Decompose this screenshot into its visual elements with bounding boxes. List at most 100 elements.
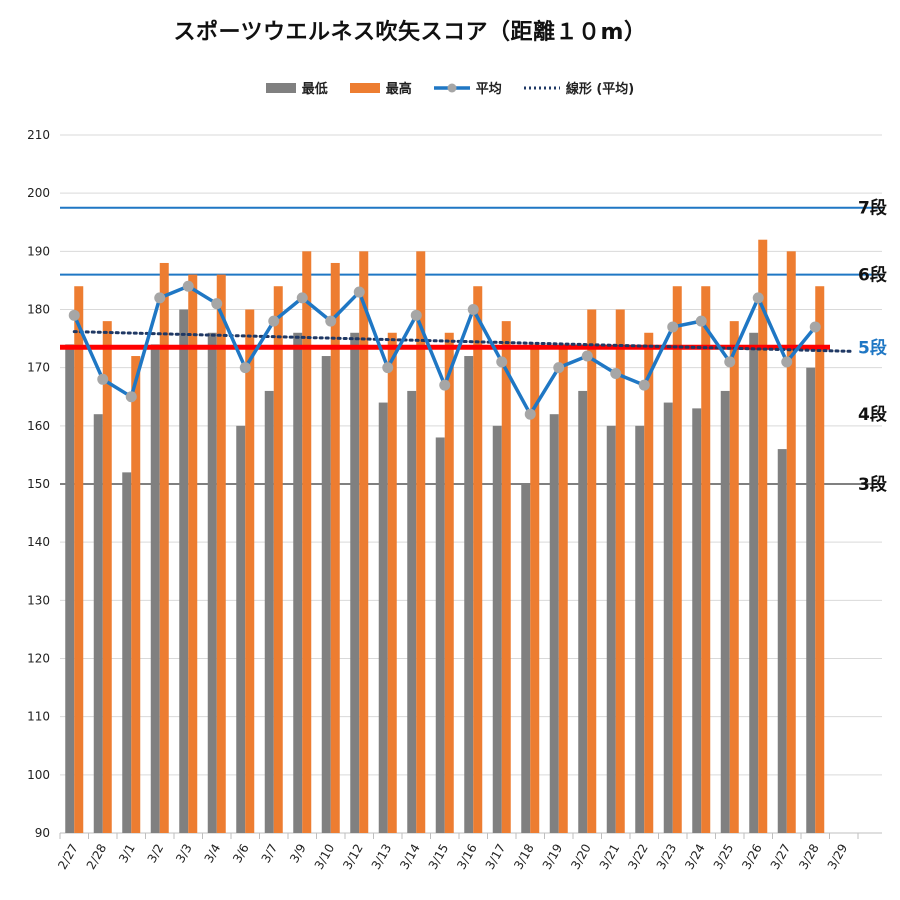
x-tick-label: 3/1 xyxy=(116,842,138,866)
x-tick-label: 3/18 xyxy=(511,842,537,872)
average-point xyxy=(382,362,394,374)
reference-label: 5段 xyxy=(858,337,887,358)
bar-max xyxy=(530,344,540,833)
average-point xyxy=(410,309,422,321)
x-tick-label: 3/26 xyxy=(739,842,765,872)
legend-swatch-min xyxy=(265,82,296,93)
bar-min xyxy=(65,344,75,833)
reference-label: 7段 xyxy=(858,198,887,219)
bar-max xyxy=(587,309,597,833)
y-tick-label: 100 xyxy=(27,768,50,782)
bar-min xyxy=(407,390,417,833)
average-point xyxy=(268,315,280,327)
average-point xyxy=(752,292,764,304)
x-tick-label: 3/19 xyxy=(540,842,566,872)
average-point xyxy=(325,315,337,327)
x-tick-label: 3/25 xyxy=(711,842,737,872)
y-tick-label: 160 xyxy=(27,419,50,433)
bar-min xyxy=(435,437,445,833)
bar-min xyxy=(606,425,616,833)
bar-max xyxy=(387,332,397,833)
y-tick-label: 120 xyxy=(27,652,50,666)
x-tick-label: 3/27 xyxy=(768,842,794,872)
average-point xyxy=(638,379,650,391)
bar-max xyxy=(416,251,426,834)
bar-min xyxy=(806,367,816,833)
legend-label-trend: 線形 (平均) xyxy=(565,82,635,97)
average-point xyxy=(553,362,565,374)
bar-min xyxy=(578,390,588,833)
bar-min xyxy=(521,484,531,833)
average-point xyxy=(610,367,622,379)
average-point xyxy=(439,379,451,391)
bar-max xyxy=(444,332,454,833)
x-tick-label: 3/12 xyxy=(340,842,366,872)
legend-item-avg: 平均 xyxy=(433,78,502,97)
average-point xyxy=(667,321,679,333)
legend-item-trend: 線形 (平均) xyxy=(523,78,635,97)
bar-max xyxy=(159,262,169,833)
average-point xyxy=(809,321,821,333)
legend-item-min: 最低 xyxy=(265,78,328,97)
bar-min xyxy=(122,472,132,833)
average-point xyxy=(68,309,80,321)
bar-max xyxy=(786,251,796,834)
chart-title: スポーツウエルネス吹矢スコア（距離１０m） xyxy=(173,20,647,45)
bar-max xyxy=(815,286,825,833)
x-tick-label: 3/2 xyxy=(145,842,167,866)
y-tick-label: 210 xyxy=(27,128,50,142)
bar-min xyxy=(635,425,645,833)
bar-min xyxy=(492,425,502,833)
y-tick-label: 150 xyxy=(27,477,50,491)
x-tick-label: 3/29 xyxy=(825,842,851,872)
reference-label: 6段 xyxy=(858,265,887,286)
bar-min xyxy=(663,402,673,833)
bar-max xyxy=(501,321,511,833)
bar-max xyxy=(758,239,768,833)
x-tick-label: 3/14 xyxy=(397,842,423,872)
average-point xyxy=(211,298,223,310)
bar-max xyxy=(558,344,568,833)
legend-label-avg: 平均 xyxy=(475,82,502,97)
legend-item-max: 最高 xyxy=(349,78,412,97)
reference-label: 3段 xyxy=(858,474,887,495)
average-point xyxy=(467,304,479,315)
x-tick-label: 3/20 xyxy=(568,842,594,872)
bar-min xyxy=(692,408,702,833)
y-tick-label: 140 xyxy=(27,535,50,549)
average-point xyxy=(496,356,508,368)
bar-max xyxy=(729,321,739,833)
average-point xyxy=(724,356,736,368)
y-tick-label: 90 xyxy=(35,826,50,840)
x-tick-label: 2/27 xyxy=(55,842,81,872)
legend-swatch-avg xyxy=(433,83,470,92)
bar-min xyxy=(179,309,189,833)
bar-min xyxy=(150,344,160,833)
bar-min xyxy=(207,332,217,833)
x-tick-label: 3/16 xyxy=(454,842,480,872)
bar-min xyxy=(464,356,474,833)
bar-min xyxy=(378,402,388,833)
bar-max xyxy=(273,286,283,833)
bar-min xyxy=(93,414,103,833)
y-tick-label: 110 xyxy=(27,710,50,724)
average-point xyxy=(353,286,365,298)
bar-max xyxy=(473,286,483,833)
x-tick-label: 3/21 xyxy=(597,842,623,872)
x-tick-label: 3/28 xyxy=(796,842,822,872)
bar-max xyxy=(245,309,255,833)
x-tick-label: 3/10 xyxy=(312,842,338,872)
x-tick-label: 2/28 xyxy=(84,842,110,872)
legend-swatch-max xyxy=(349,82,380,93)
y-tick-label: 170 xyxy=(27,361,50,375)
y-tick-label: 200 xyxy=(27,186,50,200)
average-point xyxy=(97,373,109,385)
average-point xyxy=(524,408,536,420)
average-point xyxy=(125,391,137,403)
bar-min xyxy=(321,356,331,833)
bar-max xyxy=(302,251,312,834)
bar-max xyxy=(188,274,198,834)
average-point xyxy=(781,356,793,368)
y-tick-label: 180 xyxy=(27,303,50,317)
bar-max xyxy=(672,286,682,833)
